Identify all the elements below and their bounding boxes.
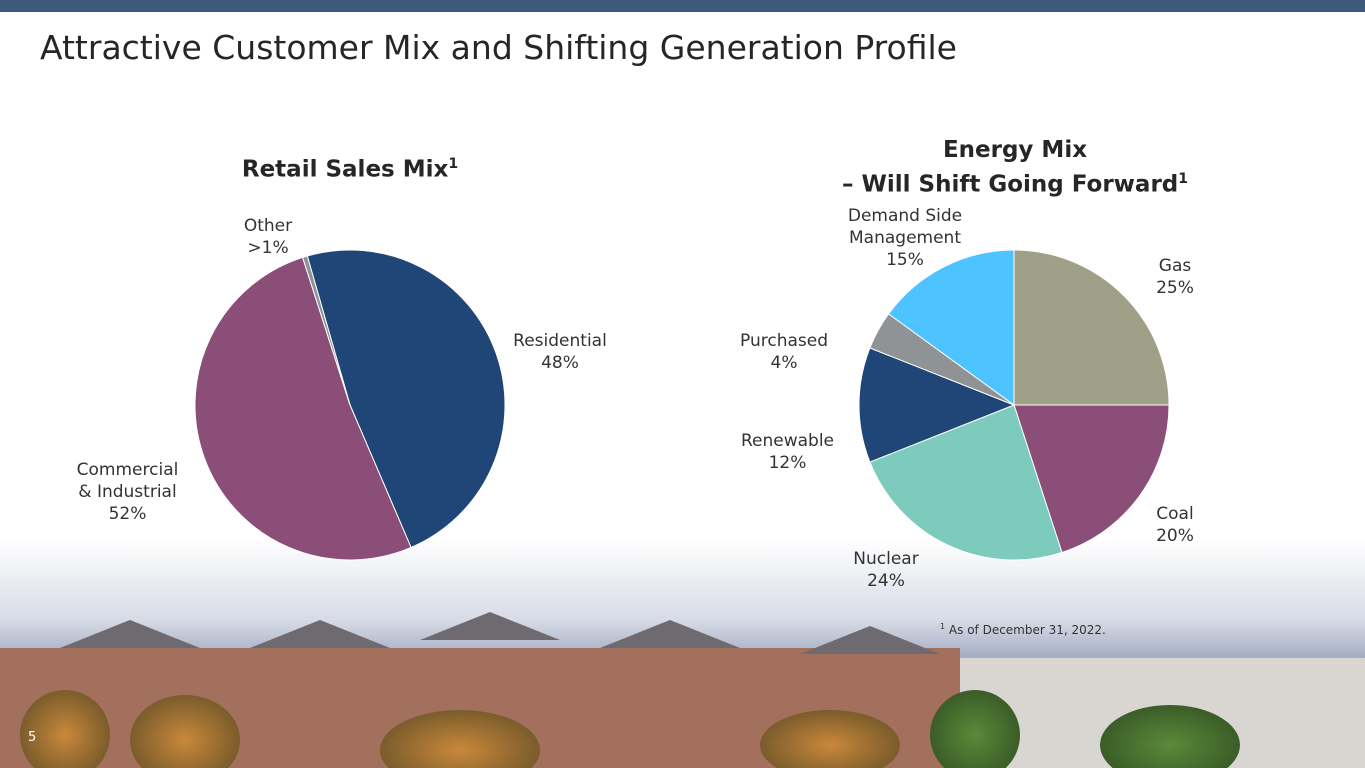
label-gas: Gas 25% xyxy=(1156,256,1194,298)
pie-slice-coal xyxy=(1013,404,1170,554)
pie-slice-gas xyxy=(1013,249,1170,406)
top-bar xyxy=(0,0,1365,12)
label-residential: Residential 48% xyxy=(513,331,607,373)
slide-title: Attractive Customer Mix and Shifting Gen… xyxy=(40,28,957,67)
background-photo xyxy=(0,540,1365,768)
pie-slice-commercial-industrial xyxy=(194,256,412,561)
energy-chart-title: Energy Mix – Will Shift Going Forward1 xyxy=(841,137,1189,198)
label-commercial: Commercial & Industrial 52% xyxy=(76,460,179,524)
label-dsm: Demand Side Management 15% xyxy=(847,206,963,270)
label-renewable: Renewable 12% xyxy=(740,431,835,473)
pie-slice-residential xyxy=(306,249,506,549)
pie-slice-other xyxy=(301,255,351,406)
label-other: Other >1% xyxy=(243,216,293,258)
retail-chart-title: Retail Sales Mix1 xyxy=(241,156,459,183)
pie-slice-renewable xyxy=(858,347,1016,463)
label-purchased: Purchased 4% xyxy=(740,331,828,373)
pie-slice-nuclear xyxy=(869,404,1063,561)
page-number: 5 xyxy=(28,730,37,745)
pie-slice-demand-side-management xyxy=(887,249,1015,406)
label-coal: Coal 20% xyxy=(1156,504,1194,546)
footnote: 1 As of December 31, 2022. xyxy=(940,622,1106,637)
label-nuclear: Nuclear 24% xyxy=(853,549,919,591)
